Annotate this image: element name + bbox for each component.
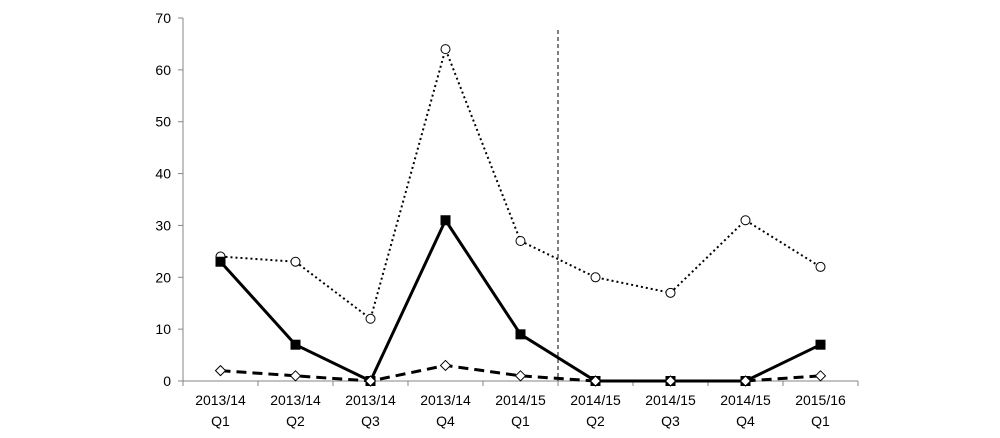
data-point-circle	[740, 215, 751, 226]
data-point-diamond	[814, 370, 827, 382]
data-point-diamond	[664, 375, 677, 387]
y-tick-label: 20	[155, 269, 171, 285]
x-tick-label: 2014/15	[495, 392, 546, 408]
data-point-diamond	[589, 375, 602, 387]
data-point-diamond	[289, 370, 302, 382]
x-tick-label: 2014/15	[570, 392, 621, 408]
series-line-1	[220, 48, 822, 320]
y-tick-label: 60	[155, 62, 171, 78]
y-tick-label: 0	[163, 373, 171, 389]
x-tick-label: 2014/15	[645, 392, 696, 408]
data-point-circle	[590, 272, 601, 283]
x-tick-label: Q3	[361, 413, 380, 429]
x-tick-label: 2013/14	[195, 392, 246, 408]
x-tick-label: 2015/16	[795, 392, 846, 408]
data-point-diamond	[214, 364, 227, 377]
y-tick-label: 70	[155, 10, 171, 26]
data-point-square	[215, 256, 226, 267]
series-line-3	[220, 363, 821, 383]
y-tick-label: 50	[155, 114, 171, 130]
data-point-circle	[440, 44, 451, 55]
x-tick-label: 2014/15	[720, 392, 771, 408]
data-point-circle	[665, 287, 676, 298]
data-point-square	[515, 329, 526, 340]
data-point-diamond	[364, 375, 377, 387]
x-tick-labels: 2013/14 Q1 2013/14 Q2 2013/14 Q3 2013/14 Q4 2014…	[195, 392, 846, 429]
data-point-circle	[815, 261, 826, 272]
x-tick-label: Q1	[511, 413, 530, 429]
data-point-square	[440, 215, 451, 226]
data-point-square	[290, 339, 301, 350]
data-point-circle	[290, 256, 301, 267]
x-tick-label: Q1	[211, 413, 230, 429]
y-tick-label: 30	[155, 217, 171, 233]
data-point-circle	[365, 313, 376, 324]
data-point-circle	[515, 235, 526, 246]
x-tick-label: Q4	[436, 413, 455, 429]
x-tick-label: Q4	[736, 413, 755, 429]
y-tick-label: 40	[155, 166, 171, 182]
x-tick-label: Q3	[661, 413, 680, 429]
data-point-diamond	[739, 375, 752, 387]
data-point-square	[815, 339, 826, 350]
x-tick-label: 2013/14	[270, 392, 321, 408]
series-group	[214, 44, 827, 387]
data-point-diamond	[439, 359, 452, 372]
x-tick-label: Q1	[811, 413, 830, 429]
data-point-diamond	[514, 370, 527, 382]
x-tick-label: 2013/14	[420, 392, 471, 408]
x-tick-label: Q2	[586, 413, 605, 429]
x-tick-label: 2013/14	[345, 392, 396, 408]
y-tick-labels: 0 10 20 30 40 50 60 70	[155, 10, 171, 389]
y-tick-label: 10	[155, 321, 171, 337]
x-tick-label: Q2	[286, 413, 305, 429]
